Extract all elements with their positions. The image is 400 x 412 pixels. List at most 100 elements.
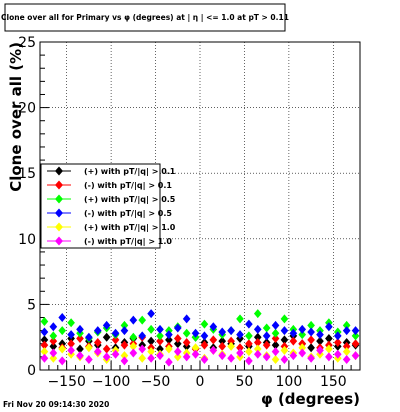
data-point xyxy=(351,331,360,341)
data-point xyxy=(67,339,75,349)
legend-label: (-) with pT/|q| > 0.5 xyxy=(84,209,172,218)
legend-label: (-) with pT/|q| > 0.1 xyxy=(84,181,172,190)
data-point xyxy=(245,331,253,341)
data-point xyxy=(298,330,307,340)
data-point xyxy=(209,322,218,332)
data-point xyxy=(316,345,324,355)
data-point xyxy=(93,326,102,336)
data-point xyxy=(147,336,155,346)
data-point xyxy=(307,327,315,337)
data-point xyxy=(120,340,129,350)
timestamp: Fri Nov 20 09:14:30 2020 xyxy=(3,400,109,409)
y-axis-title: Clone over all (%) xyxy=(7,42,25,192)
data-point xyxy=(280,314,289,324)
data-point xyxy=(156,324,164,334)
data-point xyxy=(253,344,262,354)
data-point xyxy=(342,355,351,365)
y-tick-label: 10 xyxy=(18,232,36,248)
legend-entry: (-) with pT/|q| > 0.5 xyxy=(47,208,172,218)
data-point xyxy=(138,344,147,354)
data-point xyxy=(120,326,129,336)
data-point xyxy=(209,345,218,355)
data-point xyxy=(76,334,84,344)
data-point xyxy=(173,347,182,357)
data-point xyxy=(271,328,280,338)
data-point xyxy=(165,344,173,354)
data-point xyxy=(120,351,129,361)
data-point xyxy=(85,332,93,342)
legend-entry: (+) with pT/|q| > 0.1 xyxy=(47,166,176,176)
data-point xyxy=(58,326,67,336)
data-point xyxy=(58,344,67,354)
data-point xyxy=(280,335,289,345)
data-point xyxy=(218,341,227,351)
data-point xyxy=(200,340,209,350)
legend-label: (+) with pT/|q| > 0.1 xyxy=(84,167,176,176)
data-point xyxy=(67,330,75,340)
data-point xyxy=(271,334,280,344)
data-point xyxy=(236,348,244,358)
legend: (+) with pT/|q| > 0.1 (-) with pT/|q| > 0… xyxy=(40,163,176,249)
data-point xyxy=(227,341,235,351)
data-point xyxy=(227,336,235,346)
data-point xyxy=(218,351,227,361)
legend-label: (+) with pT/|q| > 1.0 xyxy=(84,223,176,232)
data-point xyxy=(298,348,307,358)
data-point xyxy=(102,344,111,354)
data-point xyxy=(76,344,84,354)
data-point xyxy=(58,356,67,366)
data-point xyxy=(333,337,342,347)
legend-marker xyxy=(55,166,63,176)
data-point xyxy=(289,351,298,361)
y-tick-label: 15 xyxy=(18,166,36,182)
data-point xyxy=(253,349,262,359)
data-point xyxy=(289,336,298,346)
data-point xyxy=(156,344,164,354)
chart-title: Clone over all for Primary vs φ (degrees… xyxy=(1,13,289,23)
legend-marker xyxy=(55,222,63,232)
data-point xyxy=(271,320,280,330)
data-point xyxy=(333,349,342,359)
data-point xyxy=(40,340,49,350)
data-point xyxy=(316,330,324,340)
data-point xyxy=(271,347,280,357)
data-point xyxy=(182,314,191,324)
data-point xyxy=(40,347,49,357)
legend-entry: (-) with pT/|q| > 1.0 xyxy=(47,236,172,246)
data-point xyxy=(307,320,315,330)
legend-marker xyxy=(55,194,63,204)
data-point xyxy=(245,339,253,349)
data-point xyxy=(76,351,84,361)
data-point xyxy=(129,315,138,325)
x-tick-label: 0 xyxy=(196,374,205,390)
data-point xyxy=(245,319,253,329)
data-point xyxy=(182,328,191,338)
data-point xyxy=(85,343,93,353)
data-point xyxy=(191,343,200,353)
data-point xyxy=(200,319,209,329)
data-point xyxy=(200,355,209,365)
data-point xyxy=(253,309,262,319)
data-point xyxy=(227,353,235,363)
data-point xyxy=(49,331,58,341)
data-point xyxy=(129,332,138,342)
legend-entry: (+) with pT/|q| > 0.5 xyxy=(47,194,176,204)
data-point xyxy=(253,332,262,342)
data-point xyxy=(49,322,58,332)
data-point xyxy=(333,331,342,341)
legend-label: (+) with pT/|q| > 0.5 xyxy=(84,195,176,204)
series-6 xyxy=(40,344,360,367)
legend-entry: (-) with pT/|q| > 0.1 xyxy=(47,180,172,190)
data-point xyxy=(67,345,75,355)
y-tick-label: 0 xyxy=(27,363,36,379)
data-point xyxy=(138,353,147,363)
data-point xyxy=(40,353,49,363)
data-point xyxy=(325,344,333,354)
data-point xyxy=(236,314,244,324)
legend-marker xyxy=(55,208,63,218)
x-axis: −150 −100 −50 0 50 100 150 xyxy=(39,361,361,390)
data-point xyxy=(147,309,155,319)
data-point xyxy=(218,336,227,346)
data-point xyxy=(49,353,58,363)
